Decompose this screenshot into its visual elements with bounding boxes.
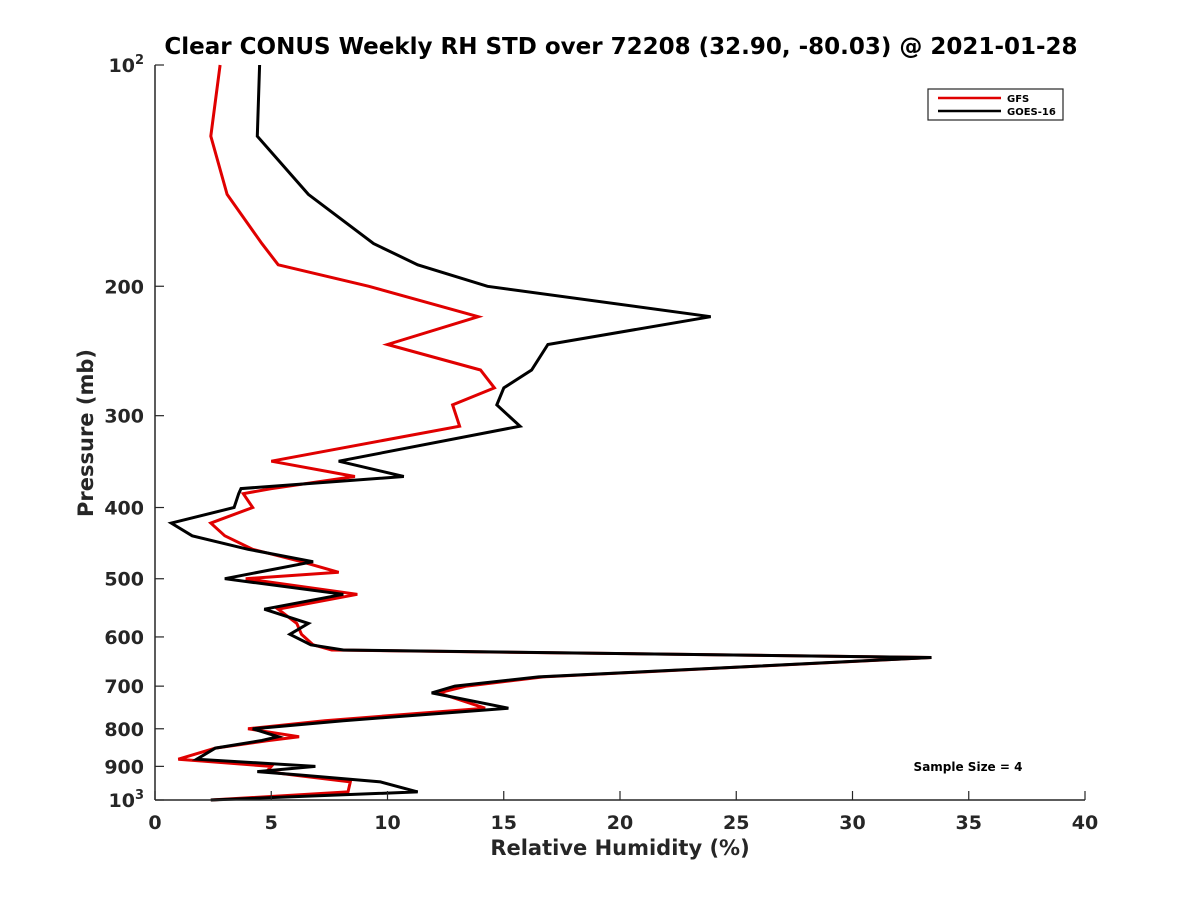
y-tick-label: 102	[109, 53, 145, 77]
x-axis-label: Relative Humidity (%)	[490, 836, 749, 860]
y-tick-label: 900	[104, 756, 144, 778]
x-tick-label: 35	[956, 812, 982, 834]
x-ticks: 0 5 10 15 20 25 30 35 40	[148, 791, 1098, 834]
y-tick-label: 600	[104, 627, 144, 649]
y-tick-label: 300	[104, 406, 144, 428]
y-tick-label: 500	[104, 569, 144, 591]
sample-size-annotation: Sample Size = 4	[914, 760, 1023, 774]
legend-box	[927, 88, 1064, 121]
y-ticks: 102 200 300 400 500 600 700 800 900 103	[104, 53, 164, 812]
y-tick-label: 800	[104, 719, 144, 741]
series-layer	[167, 64, 932, 802]
x-tick-label: 40	[1072, 812, 1098, 834]
chart-title: Clear CONUS Weekly RH STD over 72208 (32…	[164, 34, 1077, 60]
x-tick-label: 20	[607, 812, 633, 834]
x-tick-label: 30	[839, 812, 865, 834]
x-tick-label: 15	[491, 812, 517, 834]
y-tick-label: 103	[109, 788, 145, 812]
y-tick-label: 200	[104, 276, 144, 298]
y-tick-label: 400	[104, 498, 144, 520]
x-tick-label: 0	[148, 812, 161, 834]
series-line-goes-16	[167, 64, 932, 802]
legend: GFS GOES-16	[927, 88, 1064, 121]
x-tick-label: 10	[374, 812, 400, 834]
y-axis-label: Pressure (mb)	[74, 349, 98, 517]
legend-label: GFS	[1007, 94, 1029, 105]
legend-label: GOES-16	[1007, 107, 1056, 118]
y-tick-label: 700	[104, 676, 144, 698]
x-tick-label: 25	[723, 812, 749, 834]
x-tick-label: 5	[265, 812, 278, 834]
